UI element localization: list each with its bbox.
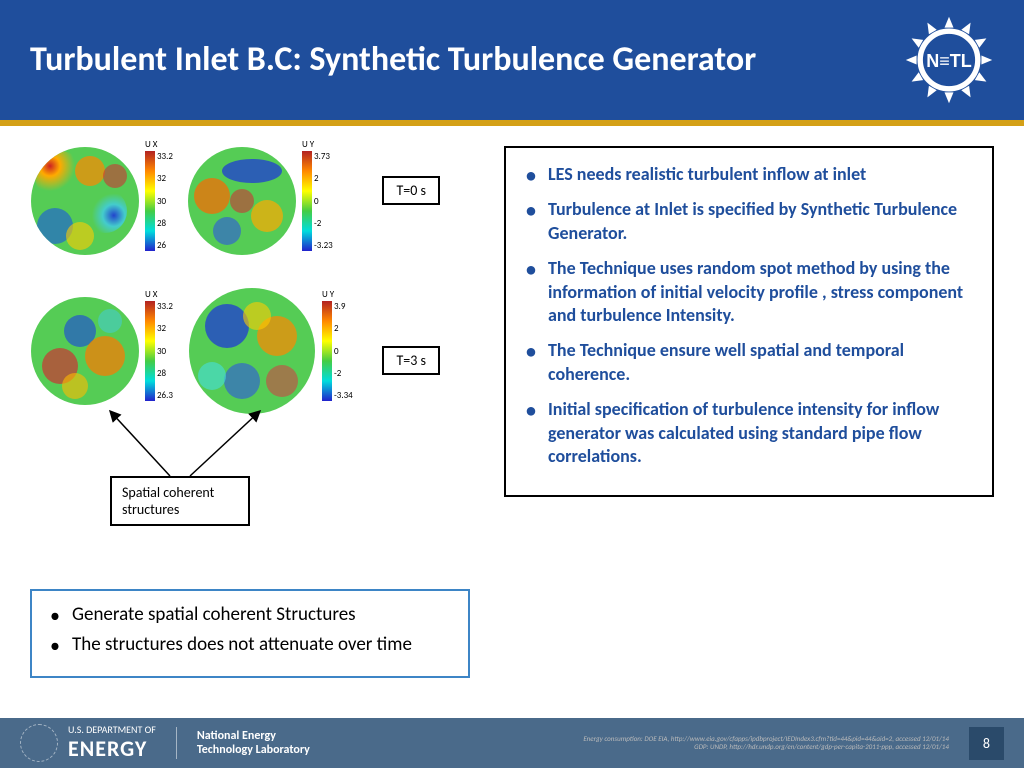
colorbar-uy-2: U Y3.920-2-3.34	[322, 301, 344, 401]
slide-header: Turbulent Inlet B.C: Synthetic Turbulenc…	[0, 0, 1024, 120]
bullet-item: LES needs realistic turbulent inflow at …	[526, 163, 972, 186]
energy-block: U.S. DEPARTMENT OF ENERGY National Energ…	[68, 724, 310, 762]
lab-name: National Energy Technology Laboratory	[197, 729, 310, 758]
time-label-t3: T=3 s	[382, 346, 440, 375]
bullet-item: The structures does not attenuate over t…	[50, 633, 450, 658]
svg-text:N≡TL: N≡TL	[926, 51, 972, 71]
circle-uy-t3: U Y3.920-2-3.34	[187, 286, 344, 416]
slide-title: Turbulent Inlet B.C: Synthetic Turbulenc…	[30, 40, 904, 81]
footer-right: Energy consumption: DOE EIA, http://www.…	[583, 727, 1004, 760]
dept-energy: ENERGY	[68, 735, 156, 762]
turbulence-circle-icon	[187, 146, 297, 256]
colorbar-ux-1: U X33.232302826	[145, 151, 167, 251]
turbulence-circle-icon	[30, 296, 140, 406]
bullet-item: The Technique uses random spot method by…	[526, 257, 972, 327]
bottom-bullets-box: Generate spatial coherent Structures The…	[30, 589, 470, 678]
dept-small: U.S. DEPARTMENT OF	[68, 724, 156, 735]
spatial-coherent-label: Spatial coherent structures	[110, 476, 250, 526]
netl-logo-icon: N≡TL	[904, 15, 994, 105]
attribution-2: GDP: UNDP, http://hdr.undp.org/en/conten…	[583, 743, 949, 751]
page-number: 8	[969, 727, 1004, 760]
time-label-t0: T=0 s	[382, 176, 440, 205]
turbulence-circle-icon	[187, 286, 317, 416]
turbulence-circle-icon	[30, 146, 140, 256]
bullet-item: Turbulence at Inlet is specified by Synt…	[526, 198, 972, 245]
bullet-item: Initial specification of turbulence inte…	[526, 398, 972, 468]
main-bullets-box: LES needs realistic turbulent inflow at …	[504, 146, 994, 497]
figures-panel: U X33.232302826 U Y3.7320-2-3.23 U X33.2…	[30, 146, 470, 446]
footer-divider	[176, 727, 177, 759]
arrow-annotations	[90, 406, 290, 486]
circle-uy-t0: U Y3.7320-2-3.23	[187, 146, 324, 256]
circle-ux-t3: U X33.232302826.3	[30, 286, 167, 416]
main-bullets-list: LES needs realistic turbulent inflow at …	[526, 163, 972, 468]
bottom-bullets-list: Generate spatial coherent Structures The…	[50, 603, 450, 658]
colorbar-uy-1: U Y3.7320-2-3.23	[302, 151, 324, 251]
colorbar-ux-2: U X33.232302826.3	[145, 301, 167, 401]
slide-footer: U.S. DEPARTMENT OF ENERGY National Energ…	[0, 718, 1024, 768]
circle-ux-t0: U X33.232302826	[30, 146, 167, 256]
slide-content: U X33.232302826 U Y3.7320-2-3.23 U X33.2…	[0, 126, 1024, 698]
bullet-item: The Technique ensure well spatial and te…	[526, 339, 972, 386]
doe-seal-icon	[20, 724, 58, 762]
bullet-item: Generate spatial coherent Structures	[50, 603, 450, 628]
